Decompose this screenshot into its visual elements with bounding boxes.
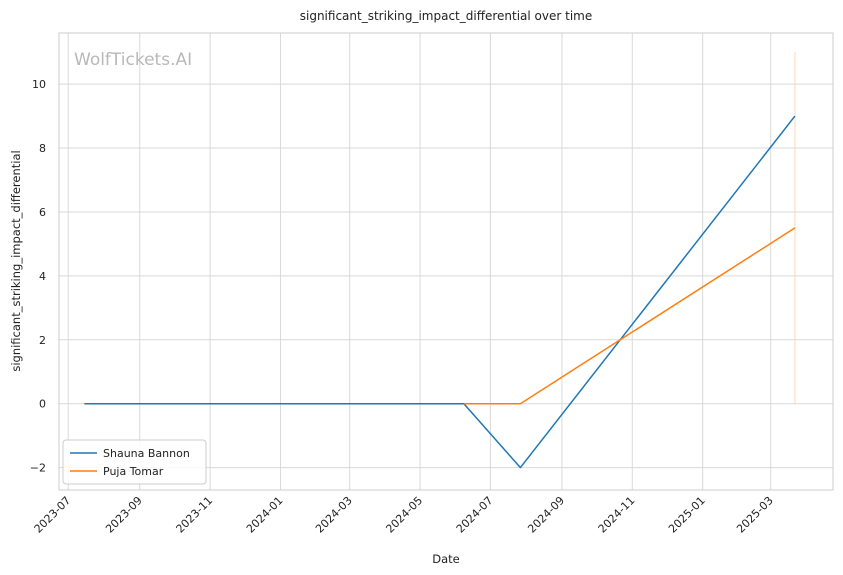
watermark: WolfTickets.AI	[74, 50, 192, 70]
legend-label-shauna-bannon: Shauna Bannon	[103, 447, 190, 460]
y-tick-label: 10	[32, 78, 46, 91]
series-line-shauna-bannon	[84, 115, 796, 469]
y-axis-ticks: −2 0 2 4 6 8 10	[30, 78, 46, 474]
x-axis-label: Date	[432, 552, 460, 566]
series-lines	[84, 115, 796, 469]
y-tick-label: 2	[39, 334, 46, 347]
y-tick-label: 4	[39, 270, 46, 283]
y-tick-label: 8	[39, 142, 46, 155]
y-tick-label: 0	[39, 398, 46, 411]
legend-box	[62, 439, 207, 485]
series-line-puja-tomar	[463, 227, 796, 405]
y-axis-label: significant_striking_impact_differential	[9, 150, 23, 371]
plot-frame	[58, 32, 834, 491]
legend: Shauna Bannon Puja Tomar	[62, 439, 207, 485]
chart-title: significant_striking_impact_differential…	[300, 9, 592, 23]
y-tick-label: 6	[39, 206, 46, 219]
legend-label-puja-tomar: Puja Tomar	[103, 465, 164, 478]
grid	[59, 33, 833, 490]
y-tick-label: −2	[30, 462, 46, 475]
